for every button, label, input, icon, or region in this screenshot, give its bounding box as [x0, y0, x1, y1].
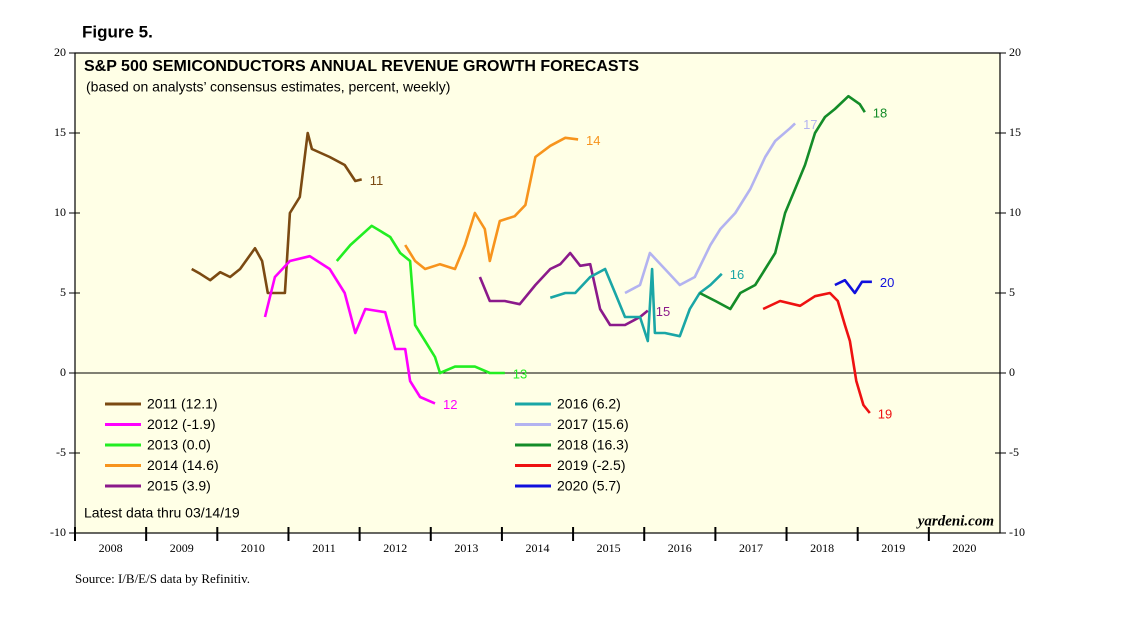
end-label: 16: [730, 267, 744, 282]
legend-label: 2011 (12.1): [147, 396, 218, 412]
x-tick-label: 2019: [881, 541, 905, 555]
brand: yardeni.com: [916, 513, 994, 529]
legend-label: 2013 (0.0): [147, 437, 211, 453]
y2-tick-label: 0: [1009, 365, 1015, 379]
series-line: [699, 94, 866, 311]
series-line: [834, 278, 872, 295]
y-tick-label: 20: [54, 45, 66, 59]
series-line: [478, 251, 649, 327]
legend-label: 2018 (16.3): [557, 437, 629, 453]
end-label: 14: [586, 133, 600, 148]
chart-title: S&P 500 SEMICONDUCTORS ANNUAL REVENUE GR…: [84, 58, 639, 75]
series-line: [335, 224, 505, 375]
y-tick-label: 10: [54, 205, 66, 219]
x-tick-label: 2012: [383, 541, 407, 555]
x-tick-label: 2016: [668, 541, 692, 555]
x-tick-label: 2008: [99, 541, 123, 555]
y2-tick-label: 10: [1009, 205, 1021, 219]
x-tick-label: 2020: [952, 541, 976, 555]
series-line: [549, 267, 723, 343]
y-tick-label: 0: [60, 365, 66, 379]
series-line: [762, 291, 871, 414]
x-tick-label: 2010: [241, 541, 265, 555]
y2-tick-label: -5: [1009, 445, 1019, 459]
figure-label: Figure 5.: [82, 22, 153, 41]
end-label: 20: [880, 275, 894, 290]
y2-tick-label: 5: [1009, 285, 1015, 299]
legend-label: 2014 (14.6): [147, 457, 219, 473]
legend-label: 2012 (-1.9): [147, 416, 215, 432]
legend-label: 2017 (15.6): [557, 416, 629, 432]
data-note: Latest data thru 03/14/19: [84, 505, 240, 521]
end-label: 12: [443, 397, 457, 412]
y-tick-label: -10: [50, 525, 66, 539]
series-line: [191, 131, 363, 295]
end-label: 15: [656, 304, 670, 319]
x-tick-label: 2015: [597, 541, 621, 555]
x-tick-label: 2017: [739, 541, 763, 555]
y2-tick-label: 20: [1009, 45, 1021, 59]
end-label: 13: [513, 366, 527, 381]
series-line: [624, 122, 797, 295]
legend-label: 2016 (6.2): [557, 396, 621, 412]
y2-tick-label: -10: [1009, 525, 1025, 539]
legend-label: 2020 (5.7): [557, 478, 621, 494]
end-label: 19: [878, 406, 892, 421]
plot-area: [74, 52, 1001, 534]
end-label: 17: [803, 117, 817, 132]
x-tick-label: 2018: [810, 541, 834, 555]
end-label: 11: [370, 173, 384, 188]
source: Source: I/B/E/S data by Refinitiv.: [75, 571, 250, 586]
x-tick-label: 2013: [454, 541, 478, 555]
end-label: 18: [873, 106, 887, 121]
series-line: [263, 254, 436, 405]
chart-subtitle: (based on analysts’ consensus estimates,…: [86, 79, 450, 95]
legend-label: 2019 (-2.5): [557, 457, 625, 473]
series-line: [404, 136, 579, 271]
x-tick-label: 2011: [312, 541, 336, 555]
y-tick-label: 5: [60, 285, 66, 299]
legend-label: 2015 (3.9): [147, 478, 211, 494]
y-tick-label: -5: [56, 445, 66, 459]
y-tick-label: 15: [54, 125, 66, 139]
x-tick-label: 2009: [170, 541, 194, 555]
x-tick-label: 2014: [526, 541, 550, 555]
y2-tick-label: 15: [1009, 125, 1021, 139]
